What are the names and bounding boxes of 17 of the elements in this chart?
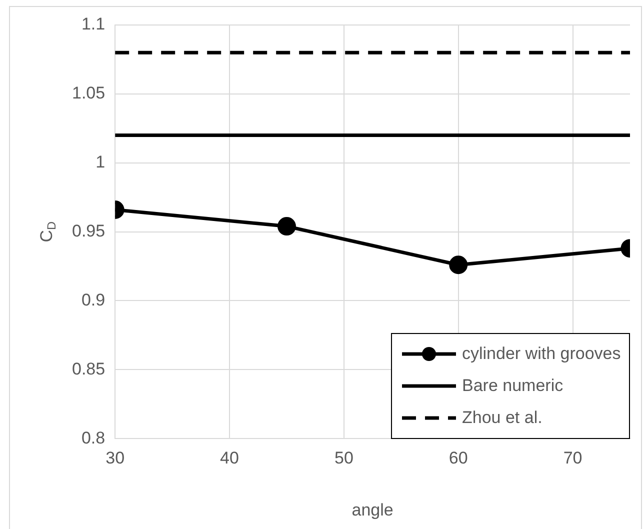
- y-tick-label: 0.9: [81, 290, 106, 310]
- x-tick-label: 60: [448, 448, 468, 468]
- y-tick-label: 1: [96, 152, 106, 172]
- x-tick-label: 40: [220, 448, 239, 468]
- y-tick-label: 0.8: [81, 428, 106, 448]
- x-axis-title: angle: [352, 500, 394, 520]
- y-axis-title: CD: [36, 220, 58, 242]
- y-tick-label: 1.1: [81, 14, 106, 34]
- x-tick-label: 50: [334, 448, 354, 468]
- legend-label: Bare numeric: [462, 376, 564, 396]
- x-tick-label: 30: [106, 448, 125, 468]
- y-tick-label: 1.05: [72, 84, 106, 103]
- legend-label: Zhou et al.: [462, 408, 542, 428]
- x-tick-label: 70: [563, 448, 582, 468]
- y-tick-label: 0.95: [72, 221, 106, 240]
- legend-label: cylinder with grooves: [462, 344, 621, 364]
- y-tick-label: 0.85: [72, 359, 106, 378]
